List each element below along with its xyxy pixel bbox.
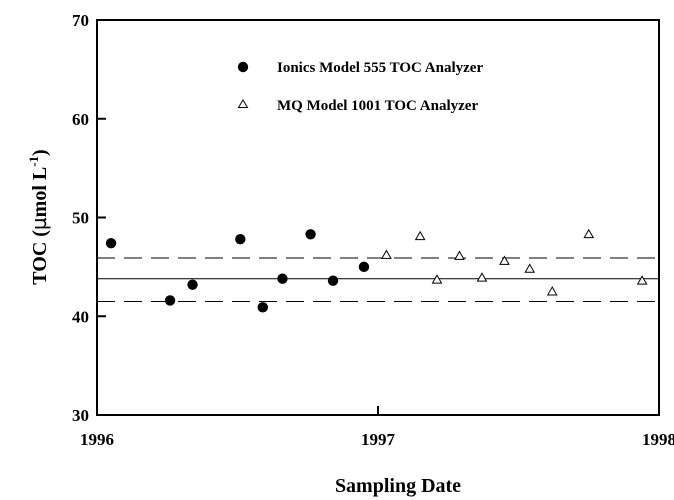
x-tick-label: 1996 [80, 430, 114, 449]
ionics-data-point [327, 275, 339, 286]
ionics-data-point [105, 237, 117, 249]
ionics-data-point [277, 273, 288, 284]
legend: Ionics Model 555 TOC Analyzer MQ Model 1… [237, 60, 483, 114]
data-points [105, 228, 648, 313]
ionics-data-point [187, 279, 198, 290]
y-axis-title-mu: µ [27, 217, 51, 230]
mq-data-point [454, 250, 465, 260]
plot-border [96, 19, 660, 416]
ionics-data-point [235, 234, 246, 245]
mq-data-point [546, 286, 558, 296]
y-axis-title-prefix: TOC ( [29, 230, 51, 285]
ionics-data-point [305, 229, 316, 240]
mq-data-point [524, 263, 536, 273]
axis-ticks: 30 40 50 60 70 1996 1997 1998 [72, 11, 674, 449]
ionics-data-point [358, 261, 370, 273]
mq-data-point [583, 228, 595, 239]
y-tick-label: 30 [72, 406, 89, 425]
x-tick-label: 1997 [361, 430, 396, 449]
y-tick-label: 50 [72, 209, 89, 228]
y-tick-label: 60 [72, 110, 89, 129]
x-tick-label: 1998 [642, 430, 674, 449]
y-axis-title: TOC (µmol L-1) [26, 149, 51, 284]
y-axis-title-close: ) [29, 149, 51, 156]
legend-marker-ionics [237, 61, 249, 73]
mq-data-point [381, 249, 392, 259]
reference-lines [97, 257, 659, 302]
ionics-data-point [164, 295, 176, 306]
y-tick-label: 40 [72, 307, 89, 326]
mq-data-point [431, 274, 443, 284]
mq-data-point [636, 275, 648, 285]
x-axis-title: Sampling Date [335, 475, 461, 497]
plot-area [96, 19, 660, 416]
legend-label-ionics: Ionics Model 555 TOC Analyzer [277, 60, 483, 76]
y-axis-title-exponent: -1 [26, 156, 41, 167]
y-axis-title-unit: mol L [29, 167, 51, 218]
y-tick-label: 70 [72, 11, 89, 30]
legend-label-mq: MQ Model 1001 TOC Analyzer [277, 98, 478, 114]
mq-data-point [476, 272, 488, 282]
mq-data-point [414, 230, 426, 241]
mq-data-point [499, 255, 510, 265]
ionics-data-point [257, 302, 268, 313]
legend-marker-mq [237, 99, 249, 108]
